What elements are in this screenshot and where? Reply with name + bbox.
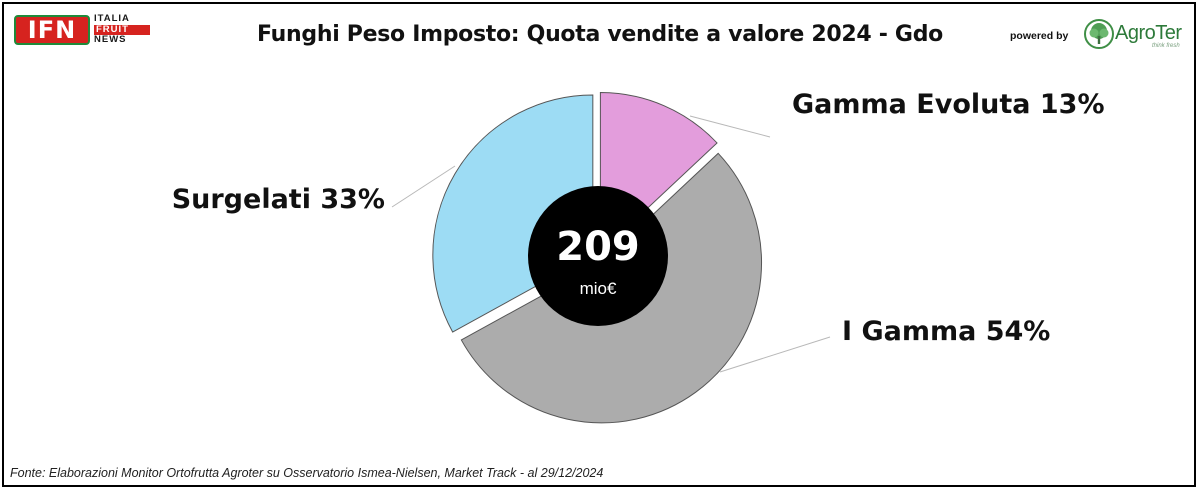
ifn-logo-words: ITALIA FRUIT NEWS [94,13,150,46]
agroter-name: AgroTer [1115,22,1182,44]
ifn-logo-mark: IFN [14,15,90,45]
agroter-tagline: think fresh [1152,43,1180,49]
powered-by-label: powered by [1010,30,1069,42]
source-note: Fonte: Elaborazioni Monitor Ortofrutta A… [10,466,604,480]
agroter-logo: AgroTer think fresh [1084,18,1188,54]
ifn-logo-word-1: ITALIA [94,13,130,24]
slice-label-gamma-evoluta: Gamma Evoluta 13% [792,89,1105,120]
slice-label-i-gamma: I Gamma 54% [842,316,1050,347]
center-unit: mio€ [580,279,617,298]
leader-line-gamma-evoluta [689,115,771,138]
ifn-logo: IFN ITALIA FRUIT NEWS [14,12,150,48]
leader-line-surgelati [391,165,456,208]
leader-line-i-gamma [719,336,831,373]
ifn-logo-word-3: NEWS [94,34,127,45]
leader-lines [391,115,831,373]
tree-icon [1084,19,1114,49]
ifn-logo-word-2: FRUIT [94,24,150,35]
slice-labels: Gamma Evoluta 13% I Gamma 54% Surgelati 33… [172,89,1105,347]
chart-title: Funghi Peso Imposto: Quota vendite a val… [257,22,943,47]
slice-label-surgelati: Surgelati 33% [172,184,385,215]
center-value: 209 [556,224,640,270]
center-circle [528,186,668,326]
